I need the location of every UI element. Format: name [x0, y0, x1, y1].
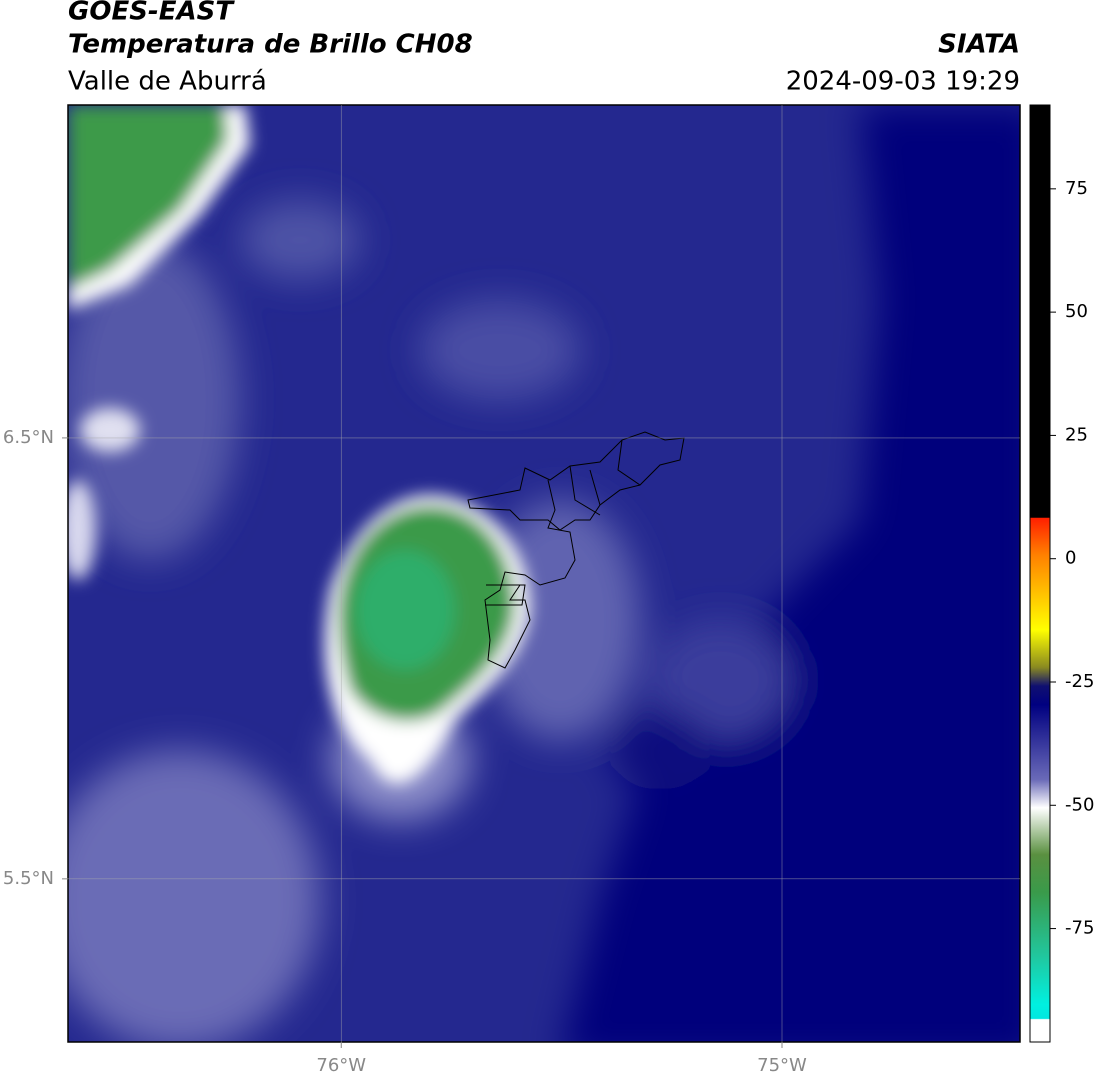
colorbar-tick-label: -25: [1065, 671, 1094, 692]
datetime: 2024-09-03 19:29: [786, 67, 1020, 97]
y-tick-label: 6.5°N: [3, 427, 54, 448]
colorbar-tick-label: 25: [1065, 424, 1088, 445]
colorbar-tick-label: -50: [1065, 794, 1094, 815]
map-frame: [67, 104, 1021, 1043]
colorbar: [1029, 104, 1051, 1043]
colorbar-tick-label: 0: [1065, 548, 1076, 569]
title: GOES-EAST: [68, 0, 235, 27]
colorbar-tick-label: -75: [1065, 918, 1094, 939]
region: Valle de Aburrá: [68, 67, 267, 97]
source: SIATA: [938, 30, 1020, 60]
subtitle: Temperatura de Brillo CH08: [68, 30, 473, 60]
satellite-field: [68, 105, 1020, 1042]
y-tick-label: 5.5°N: [3, 868, 54, 889]
x-tick-label: 76°W: [316, 1055, 366, 1076]
municipal-boundaries: [467, 431, 685, 669]
x-tick-label: 75°W: [757, 1055, 807, 1076]
colorbar-tick-label: 75: [1065, 178, 1088, 199]
colorbar-tick-label: 50: [1065, 301, 1088, 322]
